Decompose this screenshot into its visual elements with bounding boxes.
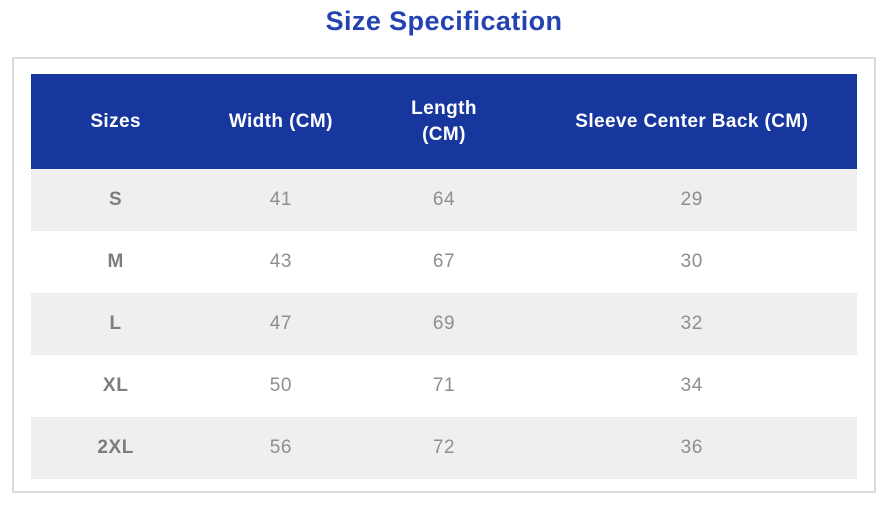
- table-row: M 43 67 30: [31, 231, 857, 293]
- table-row: 2XL 56 72 36: [31, 417, 857, 479]
- header-cell-sizes: Sizes: [31, 74, 201, 169]
- header-label: Sizes: [90, 110, 141, 132]
- header-cell-length: Length (CM): [361, 74, 527, 169]
- measurement-cell: 69: [432, 313, 456, 334]
- size-table-body: S 41 64 29 M 43 67 30 L 47 69 32 XL 50 71 34 2XL 56 72 36: [31, 169, 857, 479]
- header-label: Width (CM): [228, 110, 333, 132]
- size-label-cell: XL: [102, 375, 129, 396]
- table-row: XL 50 71 34: [31, 355, 857, 417]
- measurement-cell: 50: [269, 375, 293, 396]
- size-specification-table: Sizes Width (CM) Length (CM) Sleeve Cent…: [31, 74, 857, 479]
- measurement-cell: 30: [680, 251, 703, 272]
- header-label: Sleeve Center Back (CM): [575, 110, 809, 132]
- measurement-cell: 43: [269, 251, 293, 272]
- measurement-cell: 64: [432, 189, 456, 210]
- measurement-cell: 56: [269, 437, 293, 458]
- measurement-cell: 34: [680, 375, 703, 396]
- table-row: S 41 64 29: [31, 169, 857, 231]
- header-cell-width: Width (CM): [200, 74, 362, 169]
- measurement-cell: 71: [432, 375, 456, 396]
- size-label-cell: L: [109, 313, 122, 334]
- size-label-cell: M: [107, 251, 124, 272]
- header-label: Length (CM): [411, 97, 477, 145]
- page-title: Size Specification: [325, 6, 563, 36]
- size-label-cell: 2XL: [97, 437, 134, 458]
- measurement-cell: 47: [269, 313, 293, 334]
- size-label-cell: S: [109, 189, 123, 210]
- size-chart-panel: Sizes Width (CM) Length (CM) Sleeve Cent…: [12, 57, 876, 493]
- measurement-cell: 41: [269, 189, 293, 210]
- measurement-cell: 36: [680, 437, 703, 458]
- measurement-cell: 29: [680, 189, 703, 210]
- measurement-cell: 67: [432, 251, 456, 272]
- measurement-cell: 32: [680, 313, 703, 334]
- table-header-row: Sizes Width (CM) Length (CM) Sleeve Cent…: [31, 74, 857, 169]
- measurement-cell: 72: [432, 437, 456, 458]
- header-cell-sleeve-center-back: Sleeve Center Back (CM): [526, 74, 857, 169]
- table-row: L 47 69 32: [31, 293, 857, 355]
